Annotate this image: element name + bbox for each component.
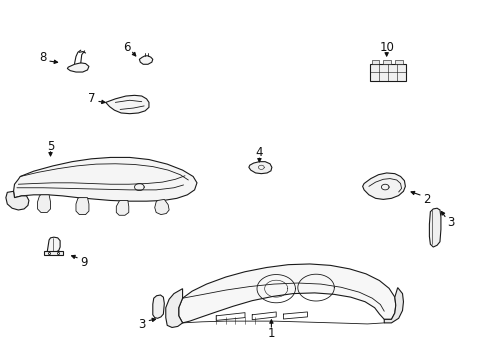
Text: 4: 4 <box>256 146 263 159</box>
Polygon shape <box>67 63 89 72</box>
Text: 9: 9 <box>80 256 88 269</box>
Polygon shape <box>106 95 149 114</box>
Bar <box>370 64 406 81</box>
Polygon shape <box>116 201 129 215</box>
Text: 1: 1 <box>268 327 275 340</box>
Polygon shape <box>139 56 153 64</box>
Polygon shape <box>14 157 197 201</box>
Text: 5: 5 <box>47 140 54 153</box>
Polygon shape <box>166 289 183 328</box>
Text: 6: 6 <box>122 41 130 54</box>
Polygon shape <box>249 162 272 174</box>
Polygon shape <box>179 264 396 323</box>
Bar <box>395 60 402 64</box>
Polygon shape <box>155 199 169 215</box>
Polygon shape <box>44 251 63 255</box>
Text: 7: 7 <box>88 92 96 105</box>
Polygon shape <box>363 173 405 199</box>
Text: 3: 3 <box>447 216 455 229</box>
Text: 2: 2 <box>423 193 431 206</box>
Text: 8: 8 <box>39 51 47 64</box>
Polygon shape <box>384 288 403 323</box>
Polygon shape <box>429 208 441 247</box>
Polygon shape <box>6 191 29 210</box>
Polygon shape <box>76 198 89 215</box>
Text: 3: 3 <box>139 318 146 331</box>
Bar <box>383 60 391 64</box>
Text: 10: 10 <box>379 41 394 54</box>
Polygon shape <box>38 195 50 212</box>
Bar <box>372 60 379 64</box>
Polygon shape <box>153 295 164 318</box>
Polygon shape <box>47 237 60 252</box>
